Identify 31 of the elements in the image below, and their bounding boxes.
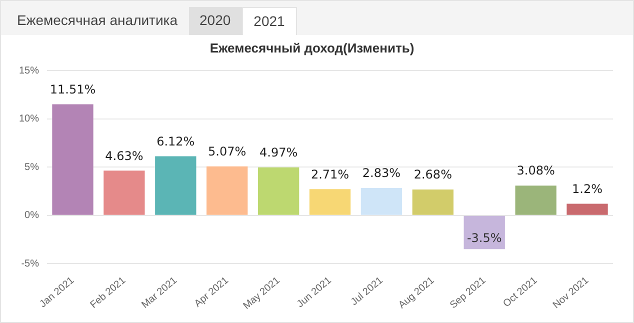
data-label: 3.08% bbox=[516, 164, 555, 178]
bar bbox=[258, 167, 300, 215]
bar bbox=[464, 216, 505, 250]
chart-title: Ежемесячный доход(Изменить) bbox=[210, 40, 414, 56]
data-label: 5.07% bbox=[208, 144, 246, 159]
bar bbox=[515, 186, 556, 215]
data-label: 2.68% bbox=[414, 168, 452, 182]
bar bbox=[206, 166, 248, 215]
text: 2020 bbox=[188, 7, 242, 35]
data-label: 1.2% bbox=[572, 182, 603, 196]
y-tick-label: 15% bbox=[19, 65, 40, 76]
data-label: -3.5% bbox=[466, 231, 502, 246]
text: Ежемесячная аналитика bbox=[6, 7, 189, 35]
data-label: 6.12% bbox=[156, 134, 195, 148]
y-tick-label: -5% bbox=[21, 258, 40, 270]
bar bbox=[309, 189, 351, 215]
data-label: 2.83% bbox=[362, 166, 401, 180]
y-tick-label: 10% bbox=[19, 114, 40, 125]
bar bbox=[52, 104, 94, 215]
data-label: 4.63% bbox=[105, 148, 144, 163]
data-label: 11.51% bbox=[50, 82, 96, 96]
data-label: 2.71% bbox=[310, 167, 350, 182]
y-tick-label: 0% bbox=[24, 210, 40, 222]
bar bbox=[155, 156, 196, 215]
bar bbox=[412, 189, 454, 215]
data-label: 4.97% bbox=[259, 146, 298, 160]
bar bbox=[566, 204, 608, 215]
bar bbox=[360, 188, 402, 215]
text: 2021 bbox=[242, 7, 297, 35]
bar bbox=[104, 170, 145, 215]
y-tick-label: 5% bbox=[24, 162, 40, 173]
